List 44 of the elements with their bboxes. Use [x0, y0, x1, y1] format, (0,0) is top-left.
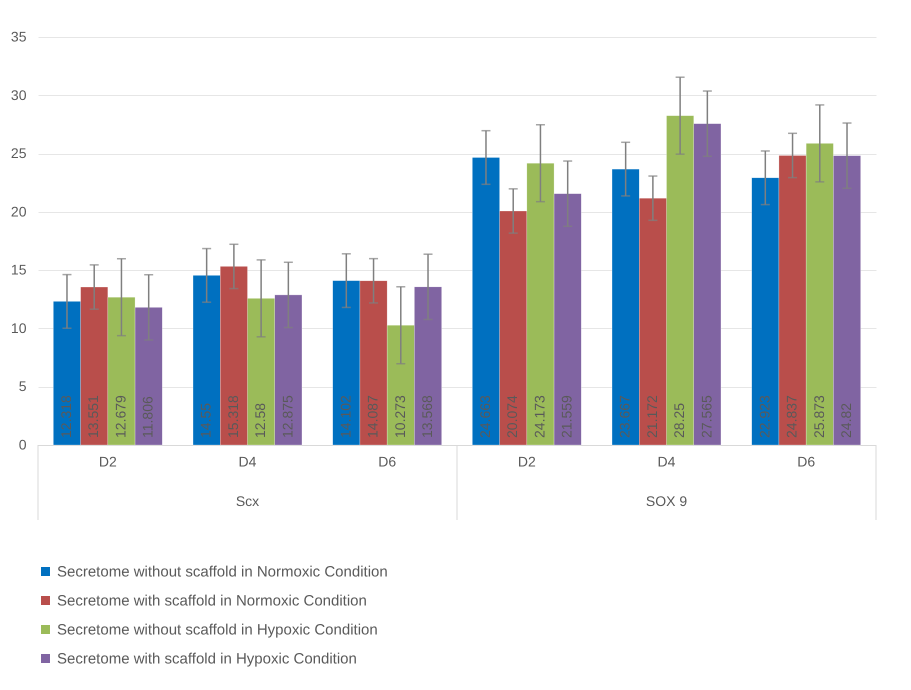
- data-label: 10.273: [392, 394, 408, 438]
- x-tick-label: D2: [98, 454, 117, 470]
- data-label: 22.923: [756, 394, 772, 438]
- data-label: 28.25: [671, 402, 688, 438]
- legend-label: Secretome with scaffold in Normoxic Condition: [57, 592, 367, 610]
- data-label: 15.318: [224, 394, 241, 438]
- data-label: 12.679: [112, 394, 128, 438]
- data-label: 25.873: [810, 394, 827, 438]
- data-label: 13.551: [85, 394, 102, 438]
- x-tick-label: D6: [797, 454, 816, 470]
- data-label: 14.102: [337, 394, 354, 438]
- y-tick-label: 5: [18, 378, 27, 394]
- data-label: 11.806: [140, 396, 156, 438]
- y-tick-label: 10: [10, 320, 27, 336]
- data-label: 14.087: [364, 394, 381, 438]
- x-tick-label: D4: [658, 454, 676, 470]
- data-label: 13.568: [419, 394, 436, 438]
- y-tick-label: 35: [10, 28, 27, 44]
- data-label: 24.837: [784, 394, 800, 438]
- data-label: 21.172: [644, 394, 660, 438]
- text: SOX 9: [646, 493, 688, 509]
- legend-label: Secretome without scaffold in Normoxic Condition: [57, 564, 388, 580]
- data-label: 12.318: [58, 394, 74, 438]
- data-label: 27.565: [698, 394, 714, 438]
- y-tick-label: 25: [10, 145, 27, 162]
- y-tick-label: 0: [18, 436, 27, 452]
- data-label: 24.173: [531, 394, 548, 438]
- data-label: 12.58: [252, 402, 268, 438]
- data-label: 20.074: [504, 394, 520, 438]
- text: Scx: [236, 493, 260, 509]
- data-label: 21.559: [558, 394, 575, 438]
- y-tick-label: 20: [10, 203, 27, 220]
- data-label: 14.55: [198, 402, 214, 438]
- x-tick-label: D6: [378, 454, 396, 470]
- x-tick-label: D2: [518, 454, 536, 470]
- y-tick-label: 30: [10, 86, 27, 103]
- data-label: 24.82: [838, 402, 854, 438]
- legend-label: Secretome without scaffold in Hypoxic Condition: [57, 622, 378, 638]
- y-tick-label: 15: [10, 262, 27, 278]
- data-label: 12.875: [279, 394, 296, 438]
- legend-label: Secretome with scaffold in Hypoxic Condition: [57, 650, 357, 668]
- data-label: 23.667: [616, 394, 633, 438]
- x-tick-label: D4: [238, 454, 257, 470]
- data-label: 24.663: [476, 394, 493, 438]
